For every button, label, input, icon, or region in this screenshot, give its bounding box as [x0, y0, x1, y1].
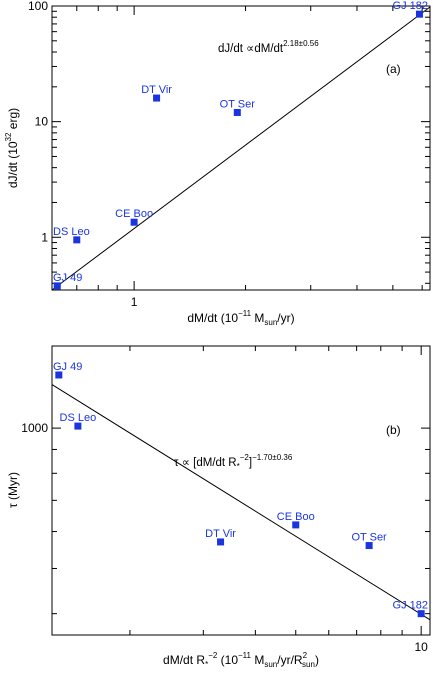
point-label: CE Boo	[277, 511, 315, 523]
x-tick-label: 10	[414, 640, 428, 654]
data-point	[365, 542, 373, 550]
point-label: GJ 182	[393, 0, 428, 12]
panel-a-frame	[51, 5, 431, 291]
y-tick-label: 10	[35, 115, 49, 129]
point-label: GJ 49	[53, 272, 82, 284]
panel-b-fit-label: τ ∝ [dM/dt R*−2]−1.70±0.36	[174, 453, 293, 471]
y-tick-label: 100	[28, 0, 48, 13]
data-point	[53, 282, 61, 290]
point-label: DS Leo	[60, 412, 97, 424]
point-label: DS Leo	[53, 226, 90, 238]
panel-a-fit-line	[51, 6, 431, 291]
panel-a-tag: (a)	[386, 62, 401, 76]
panel-b-tag: (b)	[386, 423, 401, 437]
x-tick-label: 1	[131, 295, 138, 309]
data-point	[217, 538, 225, 546]
panel-b-fit-line	[51, 384, 431, 621]
data-point	[130, 218, 138, 226]
point-label: OT Ser	[220, 98, 256, 110]
panel-b-points: GJ 49 DS Leo DT Vir CE Boo OT Ser GJ 182	[53, 361, 428, 618]
panel-a-fit-label: dJ/dt ∝dM/dt2.18±0.56	[218, 39, 319, 55]
point-label: DT Vir	[205, 528, 236, 540]
panel-a-points: GJ 182 DT Vir OT Ser CE Boo DS Leo GJ 49	[53, 0, 428, 290]
panel-a-ticks: 1 1 10 100	[28, 0, 430, 309]
point-label: GJ 182	[393, 600, 428, 612]
panel-b-ticks: 10 1000	[21, 346, 430, 654]
data-point	[415, 10, 423, 18]
y-tick-label: 1	[41, 230, 48, 244]
data-point	[292, 521, 300, 529]
data-point	[233, 108, 241, 116]
point-label: OT Ser	[351, 532, 387, 544]
point-label: GJ 49	[53, 361, 82, 373]
point-label: CE Boo	[115, 208, 153, 220]
data-point	[74, 422, 82, 430]
y-tick-label: 1000	[21, 421, 48, 435]
panel-a-xlabel: dM/dt (10−11 Msun/yr)	[187, 309, 294, 327]
point-label: DT Vir	[141, 84, 172, 96]
panel-a-ylabel: dJ/dt (1032 erg)	[4, 108, 20, 188]
panel-b-frame	[51, 345, 431, 636]
data-point	[55, 371, 63, 379]
panel-b-ylabel: τ (Myr)	[6, 472, 20, 508]
panel-b: 10 1000 GJ 49 DS Leo DT Vir CE Boo OT Ser GJ 1…	[6, 345, 431, 669]
data-point	[417, 610, 425, 618]
data-point	[153, 94, 161, 102]
panel-b-xlabel: dM/dt R*−2 (10−11 Msun/yr/R2 sun)	[163, 651, 319, 669]
data-point	[73, 236, 81, 244]
